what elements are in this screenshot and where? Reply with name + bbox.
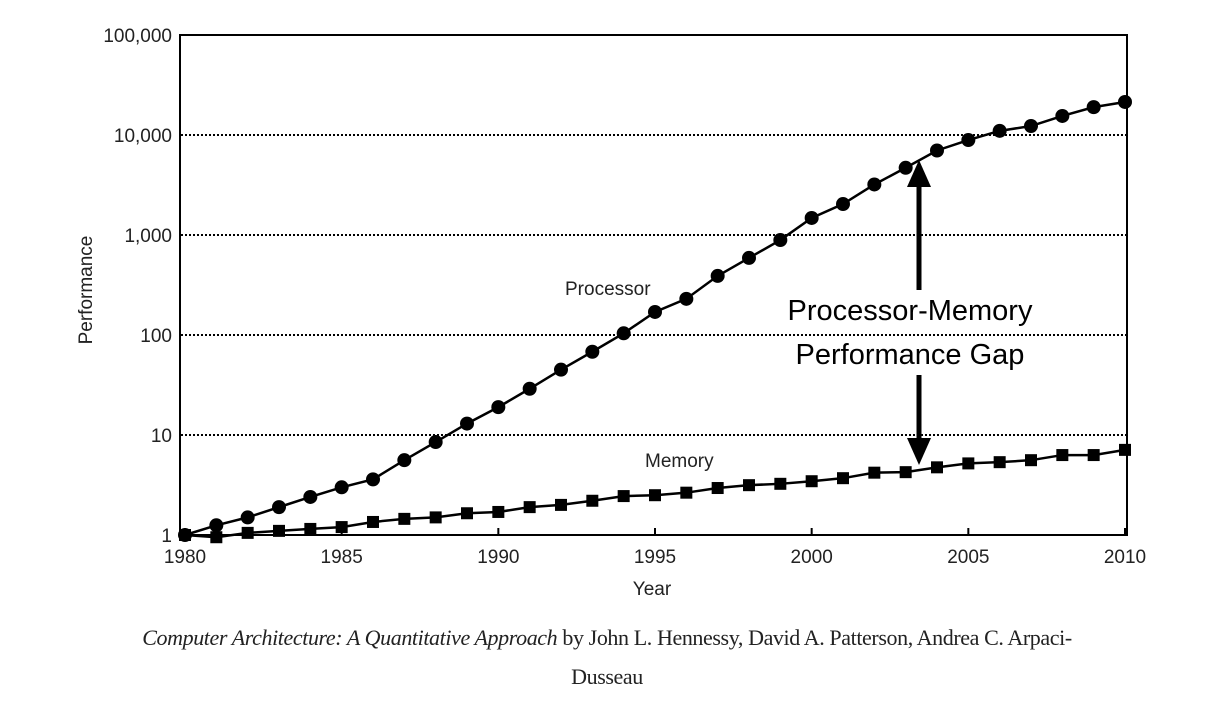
memory-point (993, 456, 1006, 469)
memory-point (1087, 449, 1100, 462)
memory-point (367, 515, 379, 528)
processor-point (679, 291, 694, 306)
processor-point (836, 197, 850, 212)
memory-point (743, 479, 755, 492)
gap-arrow-up (907, 160, 931, 290)
x-tick-label: 2005 (947, 547, 989, 568)
figure-caption: Computer Architecture: A Quantitative Ap… (0, 625, 1214, 651)
memory-point (304, 522, 317, 535)
processor-point (992, 123, 1007, 138)
memory-point (429, 511, 442, 524)
processor-point (397, 453, 412, 468)
caption-authors: by John L. Hennessy, David A. Patterson,… (557, 625, 1072, 650)
x-tick-label: 1980 (164, 547, 206, 568)
y-tick-label: 10,000 (114, 126, 172, 147)
gap-annotation-line2: Performance Gap (796, 339, 1025, 371)
memory-point (210, 531, 223, 544)
processor-point (930, 143, 944, 158)
y-tick-label: 100 (140, 326, 172, 347)
processor-point (710, 268, 725, 283)
processor-point (742, 250, 756, 265)
processor-point (1118, 94, 1132, 109)
processor-point (272, 500, 286, 515)
processor-point (1086, 100, 1101, 115)
processor-point (804, 210, 819, 225)
processor-point (303, 489, 318, 504)
memory-point (461, 507, 473, 520)
processor-point (585, 344, 600, 359)
y-tick-label: 1 (161, 526, 172, 547)
memory-point (899, 466, 912, 479)
processor-point (522, 381, 537, 396)
memory-point (179, 529, 191, 541)
x-tick-label: 2000 (791, 547, 833, 568)
y-axis-label: Performance (76, 236, 97, 345)
gap-annotation-line1: Processor-Memory (788, 295, 1033, 327)
memory-point (805, 475, 818, 488)
processor-point (240, 510, 255, 525)
processor-point (491, 400, 506, 415)
y-tick-label: 10 (151, 426, 172, 447)
processor-point (773, 233, 788, 248)
processor-series-label: Processor (565, 279, 651, 300)
processor-point (961, 133, 976, 148)
memory-point (1056, 449, 1069, 462)
memory-point (492, 505, 505, 518)
memory-point (398, 512, 411, 525)
processor-point (616, 326, 631, 341)
memory-point (774, 477, 787, 490)
processor-point (428, 435, 443, 450)
processor-point (1024, 119, 1038, 134)
memory-point (931, 461, 943, 474)
memory-series-label: Memory (645, 451, 714, 472)
y-tick-label: 1,000 (124, 226, 172, 247)
gap-arrow-down (907, 375, 931, 465)
memory-point (335, 521, 348, 534)
memory-point (273, 524, 285, 537)
processor-point (334, 480, 349, 495)
processor-point (648, 304, 662, 319)
memory-point (711, 482, 724, 495)
memory-point (586, 494, 599, 507)
memory-point (555, 498, 567, 511)
memory-point (241, 526, 254, 539)
processor-point (460, 416, 474, 431)
memory-point (649, 489, 661, 502)
memory-point (868, 466, 881, 479)
processor-point (867, 177, 882, 192)
processor-point (898, 160, 913, 175)
x-tick-label: 1990 (477, 547, 519, 568)
memory-point (523, 501, 536, 514)
y-tick-label: 100,000 (103, 26, 172, 47)
memory-point (1119, 443, 1131, 456)
processor-point (366, 472, 380, 487)
x-tick-label: 2010 (1104, 547, 1146, 568)
processor-point (209, 518, 224, 533)
processor-point (1055, 108, 1070, 123)
memory-point (962, 457, 975, 470)
chart: 1 10 100 1,000 10,000 100,000 1980 1985 1990 1995… (76, 26, 1146, 600)
memory-point (1025, 454, 1037, 467)
x-axis-label: Year (633, 579, 672, 600)
plot-frame (179, 34, 1128, 536)
figure-caption-line2: Dusseau (571, 664, 643, 689)
processor-point (554, 362, 568, 377)
memory-point (617, 490, 630, 503)
x-tick-label: 1995 (634, 547, 676, 568)
x-tick-label: 1985 (321, 547, 363, 568)
caption-book-title: Computer Architecture: A Quantitative Ap… (142, 625, 558, 650)
memory-point (837, 472, 849, 485)
memory-point (680, 486, 693, 499)
